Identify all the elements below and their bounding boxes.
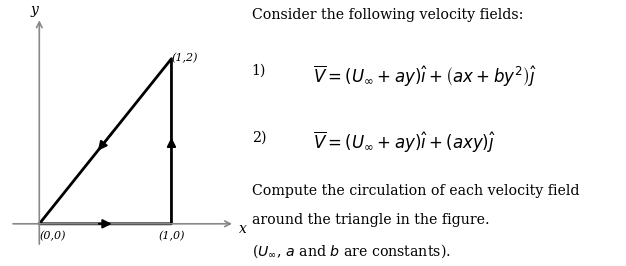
Text: 2): 2): [252, 130, 266, 144]
Text: (1,2): (1,2): [172, 53, 198, 63]
Text: y: y: [30, 3, 38, 16]
Text: x: x: [239, 222, 247, 236]
Text: around the triangle in the figure.: around the triangle in the figure.: [252, 213, 490, 227]
Text: Consider the following velocity fields:: Consider the following velocity fields:: [252, 8, 523, 22]
Text: Compute the circulation of each velocity field: Compute the circulation of each velocity…: [252, 184, 579, 198]
Text: $\overline{V}=\left(U_{\infty}+ay\right)\hat{\imath}+\left(axy\right)\hat{\jmath: $\overline{V}=\left(U_{\infty}+ay\right)…: [313, 130, 496, 155]
Text: 1): 1): [252, 64, 266, 78]
Text: (1,0): (1,0): [158, 230, 185, 241]
Text: ($U_{\infty}$, $a$ and $b$ are constants).: ($U_{\infty}$, $a$ and $b$ are constants…: [252, 242, 451, 260]
Text: $\overline{V}=\left(U_{\infty}+ay\right)\hat{\imath}+\left(ax+by^{2}\right)\hat{: $\overline{V}=\left(U_{\infty}+ay\right)…: [313, 64, 536, 89]
Text: (0,0): (0,0): [39, 230, 66, 241]
